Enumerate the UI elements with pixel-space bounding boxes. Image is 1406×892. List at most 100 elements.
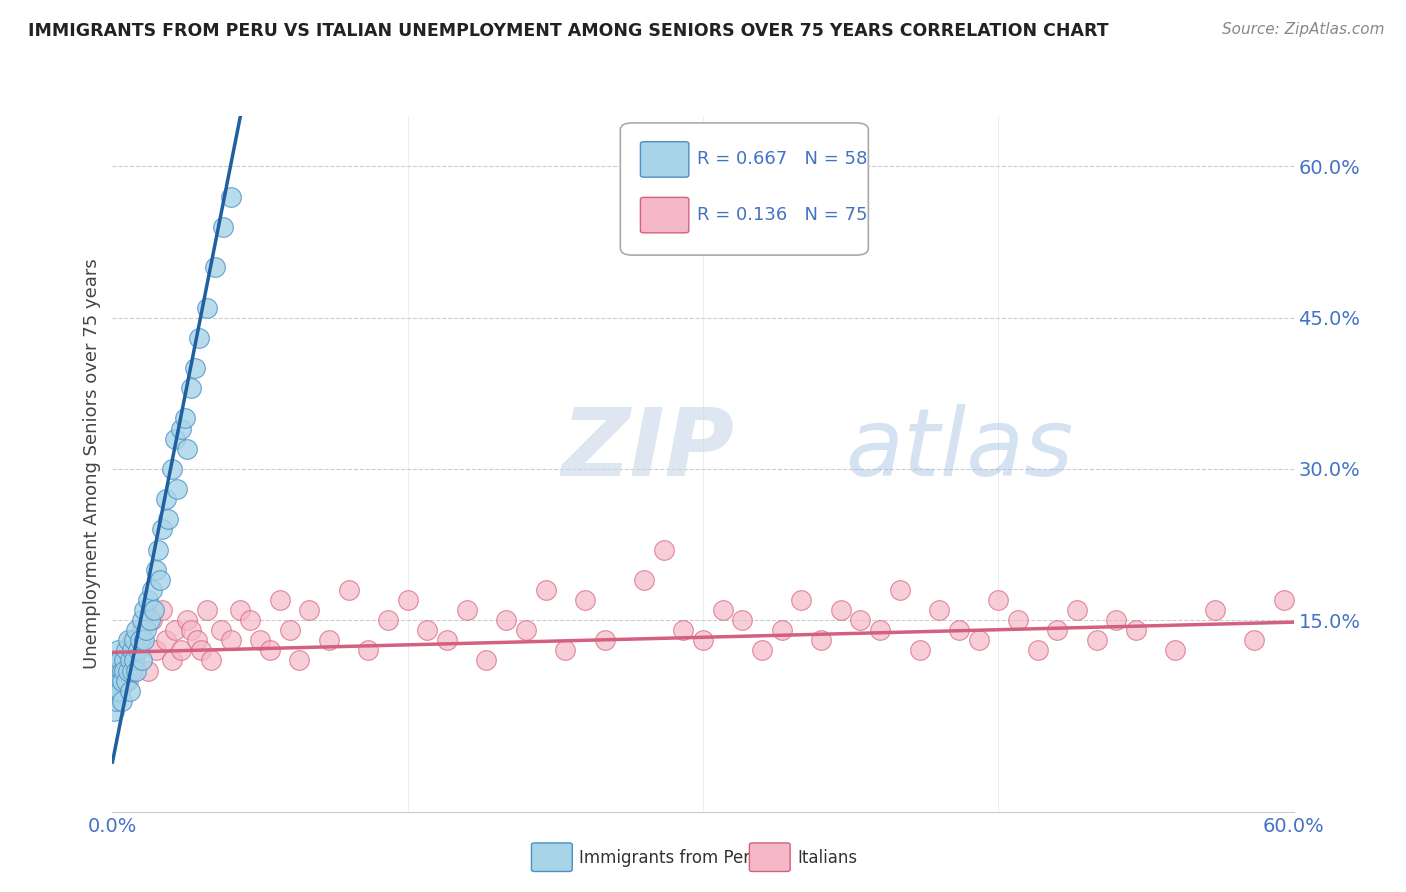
Point [180,624,202,638]
Point [1007,613,1029,627]
Text: IMMIGRANTS FROM PERU VS ITALIAN UNEMPLOYMENT AMONG SENIORS OVER 75 YEARS CORRELA: IMMIGRANTS FROM PERU VS ITALIAN UNEMPLOY… [28,22,1109,40]
Point [436,633,458,648]
Text: Immigrants from Peru: Immigrants from Peru [579,849,761,867]
Point [337,582,360,597]
Point [132,633,155,648]
Point [115,643,138,657]
Point [456,603,478,617]
Point [1204,603,1226,617]
Point [112,664,135,678]
Point [288,653,311,667]
Point [1105,613,1128,627]
Point [149,573,172,587]
Text: atlas: atlas [845,404,1073,495]
Point [278,624,301,638]
Point [131,653,153,667]
Point [204,260,226,275]
Point [136,664,159,678]
Point [107,683,129,698]
Point [117,633,139,648]
Point [184,361,207,376]
Point [211,219,233,234]
Point [259,643,281,657]
FancyBboxPatch shape [620,123,869,255]
Point [160,462,183,476]
Text: ZIP: ZIP [561,404,734,496]
Point [810,633,832,648]
Point [115,673,138,688]
Point [165,432,187,446]
Point [176,613,198,627]
Point [652,542,675,557]
Point [554,643,576,657]
Point [150,603,173,617]
Y-axis label: Unemployment Among Seniors over 75 years: Unemployment Among Seniors over 75 years [83,259,101,669]
Point [475,653,498,667]
Point [121,643,143,657]
Point [156,512,179,526]
Point [672,624,695,638]
Text: Source: ZipAtlas.com: Source: ZipAtlas.com [1222,22,1385,37]
Point [229,603,252,617]
Point [219,633,242,648]
Point [125,624,148,638]
Point [830,603,852,617]
Point [298,603,321,617]
Point [534,582,557,597]
Point [200,653,222,667]
Point [1125,624,1147,638]
Point [160,653,183,667]
Point [176,442,198,456]
Point [174,411,197,425]
Point [142,603,165,617]
Point [849,613,872,627]
Point [145,563,167,577]
Point [166,482,188,496]
Point [110,683,132,698]
Point [135,624,157,638]
Point [239,613,262,627]
Point [117,664,139,678]
Point [141,613,163,627]
Point [633,573,655,587]
Point [987,593,1010,607]
Point [132,603,155,617]
Point [1164,643,1187,657]
Point [751,643,773,657]
Point [209,624,232,638]
Point [111,673,134,688]
Point [129,633,152,648]
Point [396,593,419,607]
Point [967,633,990,648]
Point [186,633,208,648]
Point [377,613,399,627]
Point [131,613,153,627]
Point [495,613,517,627]
Point [125,643,148,657]
Point [188,331,211,345]
Point [711,603,734,617]
Point [928,603,950,617]
Point [121,664,143,678]
Point [416,624,439,638]
Point [103,683,125,698]
Point [692,633,714,648]
Point [869,624,891,638]
Point [731,613,754,627]
Point [136,593,159,607]
Point [269,593,291,607]
Point [110,673,132,688]
FancyBboxPatch shape [640,142,689,178]
Point [170,643,193,657]
Point [1046,624,1069,638]
Point [1066,603,1088,617]
Point [141,582,163,597]
Point [249,633,271,648]
Point [1085,633,1108,648]
Point [574,593,596,607]
Point [139,613,162,627]
Point [105,694,128,708]
Point [120,653,142,667]
Point [1272,593,1295,607]
Point [110,653,132,667]
